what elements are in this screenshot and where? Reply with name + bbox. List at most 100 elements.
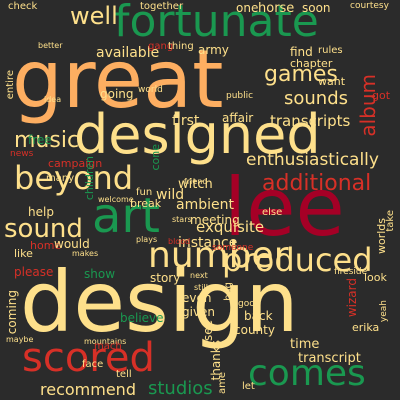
word-look: look xyxy=(364,271,387,284)
word-album: album xyxy=(356,74,380,137)
word-back: back xyxy=(244,309,273,323)
word-face: face xyxy=(82,359,104,370)
word-free: free xyxy=(28,133,52,147)
word-chapter: chapter xyxy=(290,57,333,70)
word-instance: instance xyxy=(178,235,238,251)
word-meeting: meeting xyxy=(190,213,240,227)
word-county: county xyxy=(234,323,275,337)
word-better: better xyxy=(38,41,63,50)
word-gang: gang xyxy=(148,41,174,52)
word-cone: cone xyxy=(149,144,162,171)
word-exquisite: exquisite xyxy=(196,218,265,236)
word-many: many xyxy=(46,173,75,184)
word-design: design xyxy=(20,253,299,351)
word-great: great xyxy=(12,33,224,126)
word-tell: tell xyxy=(116,369,132,380)
word-witch: witch xyxy=(178,177,213,192)
word-let: let xyxy=(242,381,255,392)
word-sound: sound xyxy=(4,214,83,244)
word-please: please xyxy=(14,265,54,279)
word-fun: fun xyxy=(136,187,153,198)
word-public: public xyxy=(226,91,254,101)
word-studios: studios xyxy=(148,378,213,399)
word-find: find xyxy=(290,45,313,59)
word-together: together xyxy=(140,1,184,12)
word-got: got xyxy=(372,89,391,102)
word-blood: blood xyxy=(168,237,191,246)
word-someone: someone xyxy=(212,243,254,253)
word-maybe: maybe xyxy=(6,335,34,344)
word-available: available xyxy=(96,45,160,61)
word-ambient: ambient xyxy=(176,197,234,213)
word-still: still xyxy=(194,283,208,292)
word-additional: additional xyxy=(262,171,372,196)
word-ame: ame xyxy=(217,372,228,395)
word-plays: plays xyxy=(136,235,158,244)
word-horse: horse xyxy=(258,1,295,16)
word-games: games xyxy=(264,62,338,87)
word-first: first xyxy=(172,113,200,129)
word-want: want xyxy=(318,75,346,88)
word-sounds: sounds xyxy=(284,88,349,109)
word-wild: wild xyxy=(156,187,185,203)
word-mach: mach xyxy=(94,341,122,352)
word-comes: comes xyxy=(248,353,366,394)
word-scored: scored xyxy=(22,335,155,381)
word-news: news xyxy=(10,149,34,159)
word-help: help xyxy=(28,205,54,219)
word-well: well xyxy=(70,2,118,30)
word-time: time xyxy=(290,337,320,352)
word-next: next xyxy=(190,271,208,280)
word-see: see xyxy=(201,320,215,342)
word-check: check xyxy=(8,1,38,12)
word-yeah: yeah xyxy=(379,300,389,323)
word-entire: entire xyxy=(5,70,16,100)
word-fireside: fireside xyxy=(334,267,368,277)
word-wizard: wizard xyxy=(345,278,359,318)
word-campaign: campaign xyxy=(48,157,103,170)
word-soon: soon xyxy=(302,1,331,15)
word-army: army xyxy=(198,43,229,57)
word-thing: thing xyxy=(168,41,194,52)
word-fortunate: fortunate xyxy=(114,0,319,47)
word-art: art xyxy=(92,188,160,244)
word-friend: friend xyxy=(184,177,208,186)
word-show: show xyxy=(84,267,116,281)
word-given: given xyxy=(182,305,216,319)
word-would: would xyxy=(54,237,90,251)
word-affair: affair xyxy=(222,111,254,125)
word-courtesy: courtesy xyxy=(350,1,389,11)
word-coming: coming xyxy=(5,290,19,335)
word-world: world xyxy=(138,85,163,95)
word-lee: lee xyxy=(224,161,345,254)
word-home: home xyxy=(30,239,62,252)
word-break: break xyxy=(130,197,162,210)
word-even: even xyxy=(182,291,212,305)
word-welcome: welcome xyxy=(98,195,134,204)
word-erika: erika xyxy=(352,321,380,334)
word-bag: bag xyxy=(223,282,234,301)
word-number: number xyxy=(148,235,289,276)
word-transcript: transcript xyxy=(298,351,361,366)
word-mountains: mountains xyxy=(84,337,127,346)
word-rules: rules xyxy=(318,45,343,56)
word-going: going xyxy=(100,87,134,101)
word-recommend: recommend xyxy=(40,380,136,399)
word-produced: produced xyxy=(222,241,373,279)
word-good: good xyxy=(238,299,261,309)
word-stars: stars xyxy=(172,215,192,224)
word-take: take xyxy=(385,210,396,232)
word-children: children xyxy=(83,156,96,201)
word-music: music xyxy=(14,128,80,153)
word-believe: believe xyxy=(120,311,164,325)
word-designed: designed xyxy=(74,103,321,166)
word-story: story xyxy=(150,271,181,285)
word-enthusiastically: enthusiastically xyxy=(246,150,379,170)
word-else: else xyxy=(262,207,283,218)
word-transcripts: transcripts xyxy=(270,112,351,130)
word-beyond: beyond xyxy=(14,159,134,197)
word-like: like xyxy=(14,247,33,260)
word-makes: makes xyxy=(72,249,99,258)
word-one: one xyxy=(236,1,259,15)
